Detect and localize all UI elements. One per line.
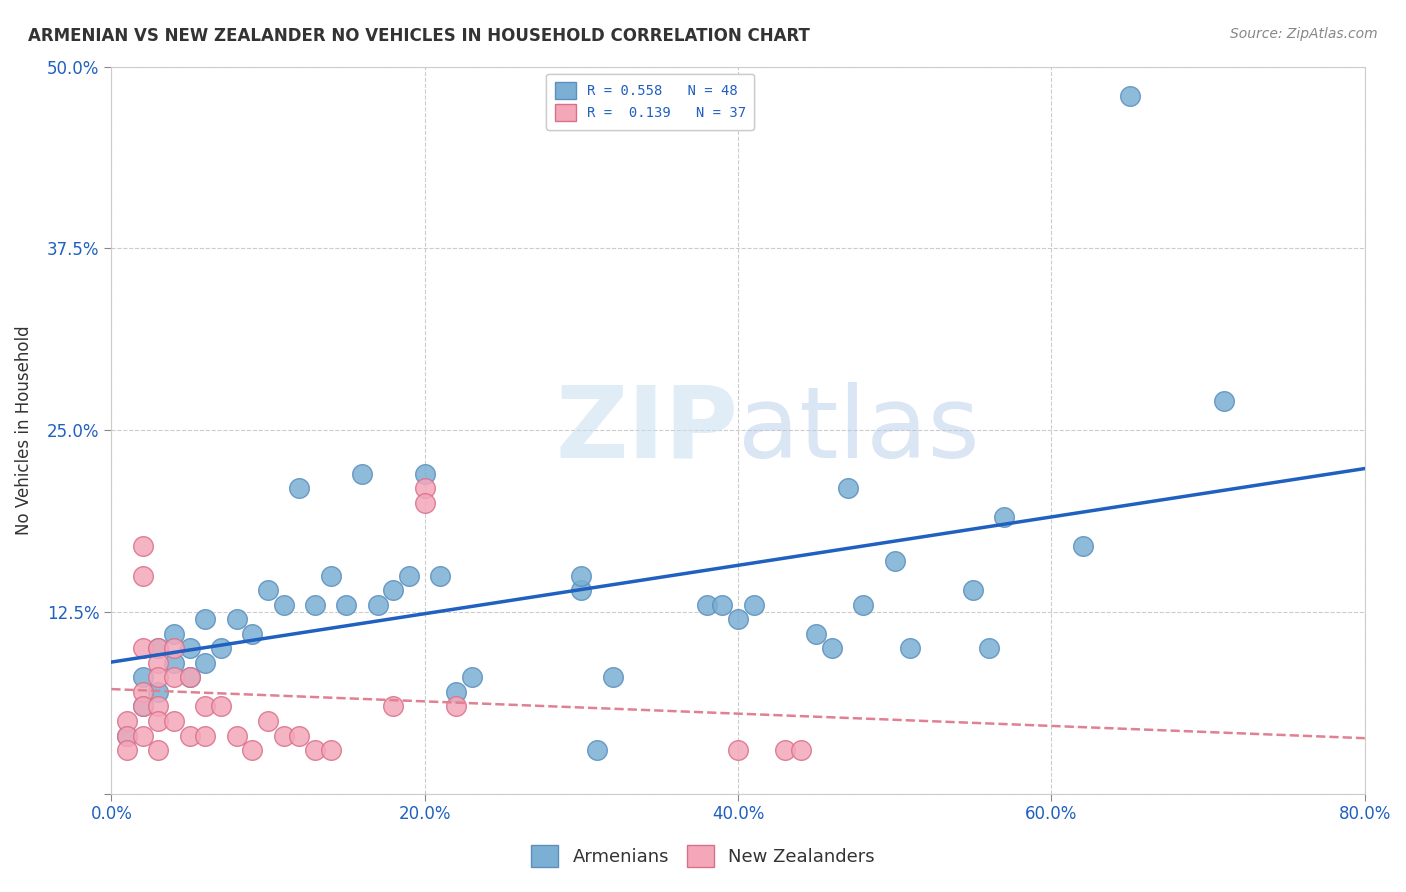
Point [602,670,624,684]
Point [790,743,813,757]
Point [1119,88,1142,103]
Point [727,612,749,626]
Point [115,743,138,757]
Point [131,540,153,554]
Point [806,626,828,640]
Point [179,729,201,743]
Point [993,510,1015,524]
Point [288,481,311,495]
Point [225,612,247,626]
Point [382,699,405,714]
Point [131,699,153,714]
Point [163,670,186,684]
Point [1071,540,1094,554]
Point [163,626,186,640]
Point [194,612,217,626]
Point [304,743,326,757]
Point [900,641,922,656]
Point [367,598,389,612]
Point [115,729,138,743]
Point [148,670,170,684]
Point [444,699,467,714]
Point [460,670,482,684]
Point [837,481,859,495]
Point [115,729,138,743]
Point [209,699,232,714]
Point [240,626,263,640]
Point [148,743,170,757]
Point [304,598,326,612]
Point [288,729,311,743]
Point [209,641,232,656]
Point [350,467,373,481]
Point [194,729,217,743]
Point [727,743,749,757]
Point [115,714,138,728]
Point [131,670,153,684]
Point [586,743,609,757]
Point [148,699,170,714]
Point [131,685,153,699]
Point [382,583,405,598]
Point [319,743,342,757]
Point [742,598,765,612]
Point [163,714,186,728]
Point [569,583,592,598]
Legend: R = 0.558   N = 48, R =  0.139   N = 37: R = 0.558 N = 48, R = 0.139 N = 37 [547,73,754,129]
Point [225,729,247,743]
Point [852,598,875,612]
Point [977,641,1000,656]
Point [413,467,436,481]
Point [429,568,451,582]
Point [319,568,342,582]
Point [148,714,170,728]
Point [240,743,263,757]
Point [962,583,984,598]
Point [413,496,436,510]
Point [413,481,436,495]
Point [569,568,592,582]
Point [131,729,153,743]
Y-axis label: No Vehicles in Household: No Vehicles in Household [15,326,32,535]
Point [179,641,201,656]
Point [444,685,467,699]
Point [398,568,420,582]
Point [163,641,186,656]
Text: Source: ZipAtlas.com: Source: ZipAtlas.com [1230,27,1378,41]
Point [1212,394,1234,409]
Point [883,554,905,568]
Point [148,656,170,670]
Point [711,598,734,612]
Point [273,729,295,743]
Point [194,656,217,670]
Point [131,568,153,582]
Point [131,699,153,714]
Legend: Armenians, New Zealanders: Armenians, New Zealanders [523,838,883,874]
Point [257,714,280,728]
Point [179,670,201,684]
Point [821,641,844,656]
Point [273,598,295,612]
Point [163,656,186,670]
Point [131,641,153,656]
Point [773,743,796,757]
Point [179,670,201,684]
Point [148,641,170,656]
Text: ARMENIAN VS NEW ZEALANDER NO VEHICLES IN HOUSEHOLD CORRELATION CHART: ARMENIAN VS NEW ZEALANDER NO VEHICLES IN… [28,27,810,45]
Point [194,699,217,714]
Point [148,641,170,656]
Point [335,598,357,612]
Point [148,685,170,699]
Text: ZIP: ZIP [555,382,738,479]
Point [257,583,280,598]
Text: atlas: atlas [738,382,980,479]
Point [696,598,718,612]
